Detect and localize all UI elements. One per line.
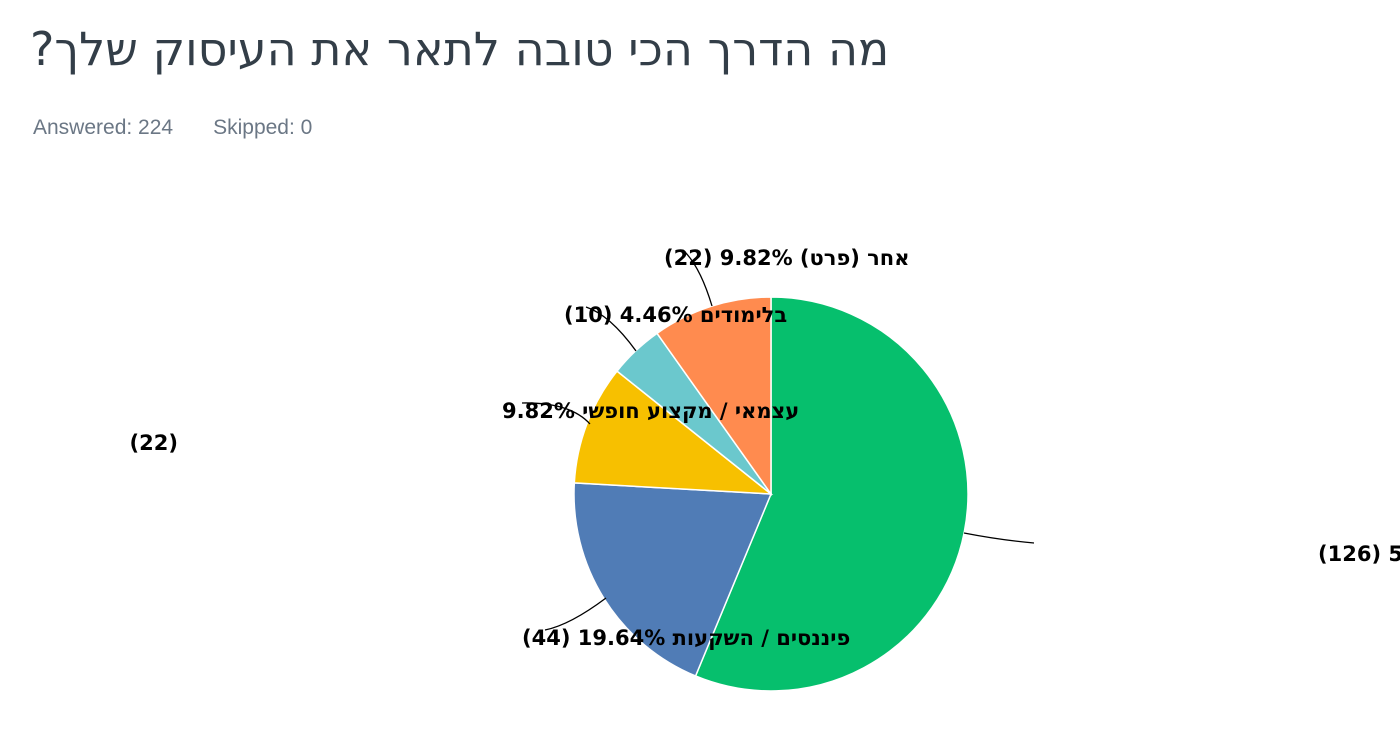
skipped-count: Skipped: 0 <box>213 116 313 139</box>
leader-line <box>521 402 591 425</box>
pie-slice <box>655 296 772 497</box>
pie-slice <box>573 370 774 495</box>
slice-label: חברת טק 56.25% (126) <box>1318 542 1400 566</box>
page-title: מה הדרך הכי טובה לתאר את העיסוק שלך? <box>30 22 890 76</box>
slice-label-line: עצמאי / מקצוע חופשי 9.82% <box>502 399 799 423</box>
slice-label-line: (22) <box>130 431 178 455</box>
answered-count: Answered: 224 <box>33 116 174 139</box>
slice-label: בלימודים 4.46% (10) <box>564 303 787 327</box>
leader-line <box>544 597 607 631</box>
slice-label: עצמאי / מקצוע חופשי 9.82% (22) <box>130 399 800 455</box>
leader-line <box>963 532 1035 544</box>
slice-label: אחר (פרט) 9.82% (22) <box>664 246 910 270</box>
slice-label: פיננסים / השקעות 19.64% (44) <box>522 626 850 650</box>
response-stats: Answered: 224 Skipped: 0 <box>33 116 312 140</box>
leader-line <box>585 306 637 352</box>
leader-line <box>682 249 713 307</box>
